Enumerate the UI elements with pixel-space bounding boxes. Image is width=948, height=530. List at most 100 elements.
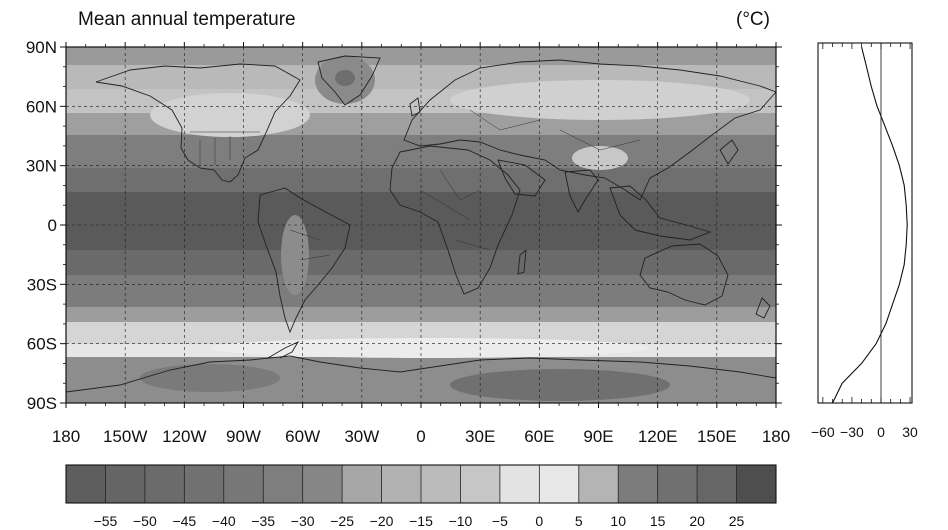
temperature-map [66, 47, 776, 403]
national-borders [190, 109, 641, 261]
colorbar-swatch [578, 465, 619, 503]
colorbar-swatch [184, 465, 225, 503]
colorbar-tick-label: −40 [212, 513, 236, 529]
colorbar-swatch [381, 465, 422, 503]
colorbar-tick-label: −50 [133, 513, 157, 529]
colorbar-swatch [223, 465, 264, 503]
lon-tick-label: 150E [697, 427, 737, 446]
borders-south-america [289, 229, 331, 261]
canada-cold [150, 93, 310, 137]
profile-tick-label: 0 [877, 424, 885, 440]
colorbar-swatch [539, 465, 580, 503]
coast-eurasia [403, 59, 776, 201]
colorbar-tick-label: −20 [370, 513, 394, 529]
southern-ice-edge [210, 338, 650, 358]
colorbar-tick-label: −30 [291, 513, 315, 529]
profile-x-labels: −60 −30 0 30 [811, 424, 918, 440]
coast-south-america [257, 187, 351, 334]
coast-antarctic-peninsula [267, 340, 300, 359]
colorbar-swatch [697, 465, 737, 503]
band-south-temperate [66, 275, 776, 307]
lon-tick-label: 120E [638, 427, 678, 446]
colorbar-swatch [657, 465, 698, 503]
colorbar-swatch [144, 465, 185, 503]
profile-tick-label: −60 [811, 424, 835, 440]
colorbar-swatch [105, 465, 146, 503]
colorbar-swatch [66, 465, 106, 503]
coast-africa [389, 145, 521, 295]
colorbar-tick-label: 20 [689, 513, 705, 529]
lat-tick-label: 0 [48, 216, 57, 235]
coast-australia [639, 243, 729, 306]
colorbar: −55 −50 −45 −40 −35 −30 −25 −20 −15 −10 −5 0 5 10 15 20… [65, 464, 777, 529]
coast-new-zealand [755, 297, 771, 319]
lon-tick-label: 180 [762, 427, 790, 446]
lon-tick-label: 120W [162, 427, 206, 446]
colorbar-tick-label: 25 [729, 513, 745, 529]
map-axes: 180 150W 120W 90W 60W 30W 0 30E 60E 90E 120E 150E 18… [26, 38, 790, 446]
coast-antarctica [66, 355, 776, 393]
lon-tick-label: 60E [524, 427, 554, 446]
lon-tick-label: 180 [52, 427, 80, 446]
lon-tick-label: 150W [103, 427, 147, 446]
lat-tick-label: 90S [27, 394, 57, 413]
borders-africa [419, 169, 491, 251]
lon-tick-label: 90E [583, 427, 613, 446]
lat-tick-label: 90N [26, 38, 57, 57]
colorbar-swatch [263, 465, 303, 503]
lon-tick-label: 30W [344, 427, 379, 446]
colorbar-swatch [736, 465, 777, 503]
lon-tick-label: 60W [285, 427, 320, 446]
siberia-cold [450, 80, 750, 120]
profile-frame [817, 42, 913, 404]
colorbar-tick-label: 15 [650, 513, 666, 529]
colorbar-tick-label: 10 [610, 513, 626, 529]
coastlines [66, 55, 776, 393]
coast-india [564, 169, 599, 213]
colorbar-swatch [499, 465, 540, 503]
colorbar-tick-label: 0 [535, 513, 543, 529]
zonal-mean-profile: −60 −30 0 30 [811, 42, 918, 440]
colorbar-tick-label: −25 [330, 513, 354, 529]
regional-features [140, 56, 750, 401]
lat-tick-label: 30S [27, 275, 57, 294]
colorbar-tick-label: −5 [492, 513, 508, 529]
unit-label: (°C) [736, 9, 770, 30]
profile-tick-label: 30 [902, 424, 918, 440]
colorbar-tick-label: −10 [449, 513, 473, 529]
lat-tick-label: 60N [26, 97, 57, 116]
east-antarctica [450, 369, 670, 401]
colorbar-tick-label: −55 [94, 513, 118, 529]
colorbar-tick-label: −45 [172, 513, 196, 529]
lat-tick-label: 60S [27, 335, 57, 354]
lon-tick-label: 0 [416, 427, 425, 446]
colorbar-tick-label: 5 [575, 513, 583, 529]
figure-title: Mean annual temperature [78, 9, 296, 30]
colorbar-swatch [302, 465, 343, 503]
us-state-borders [199, 136, 231, 165]
coast-japan [719, 139, 739, 165]
colorbar-tick-label: −35 [251, 513, 275, 529]
coast-britain [409, 97, 421, 117]
colorbar-swatch [618, 465, 658, 503]
lon-tick-label: 30E [465, 427, 495, 446]
west-antarctica [140, 364, 280, 392]
coast-greenland [317, 55, 381, 106]
band-south-cold [66, 322, 776, 344]
profile-curve [832, 46, 908, 403]
colorbar-tick-label: −15 [409, 513, 433, 529]
coast-madagascar [517, 248, 527, 275]
colorbar-swatch [460, 465, 501, 503]
coast-north-america [95, 63, 301, 183]
colorbar-swatch [342, 465, 382, 503]
lon-tick-label: 90W [226, 427, 261, 446]
map-gridlines [66, 47, 776, 403]
colorbar-swatch [421, 465, 461, 503]
borders-eurasia [469, 109, 641, 151]
andes-cool [281, 215, 309, 295]
colorbar-frame [65, 464, 777, 504]
greenland-summit [335, 70, 355, 86]
profile-tick-label: −30 [840, 424, 864, 440]
tibet-cold [572, 146, 628, 170]
